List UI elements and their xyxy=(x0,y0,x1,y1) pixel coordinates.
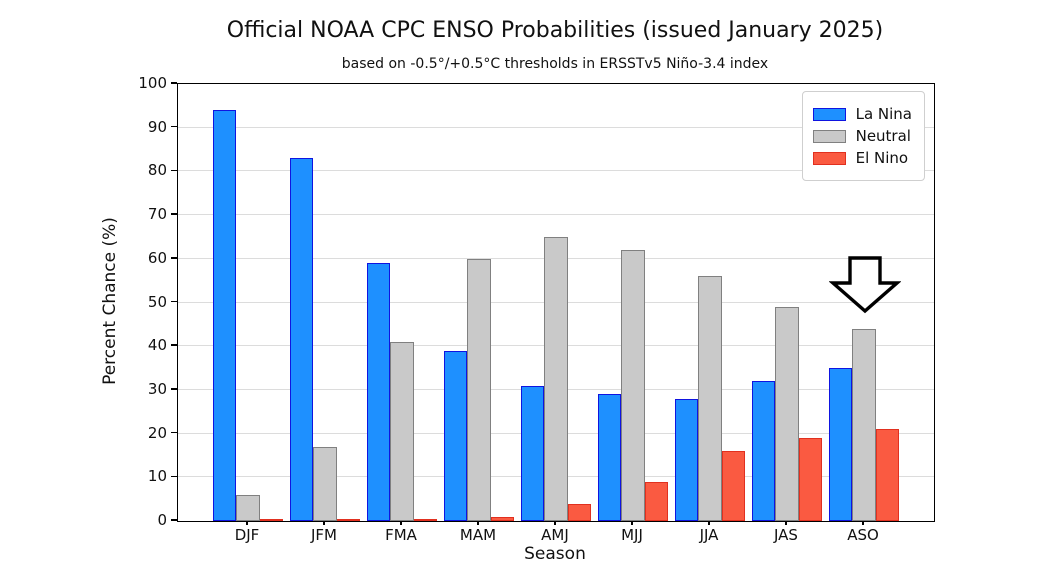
x-tick-label: JFM xyxy=(311,526,337,544)
x-tick-label: ASO xyxy=(847,526,879,544)
x-tick-mark xyxy=(477,520,479,525)
y-tick-mark xyxy=(171,388,177,390)
chart-title: Official NOAA CPC ENSO Probabilities (is… xyxy=(226,18,884,43)
bar-neutral-fma xyxy=(390,341,414,521)
legend-item: El Nino xyxy=(812,149,912,167)
x-tick-mark xyxy=(631,520,633,525)
y-tick-mark xyxy=(171,213,177,215)
gridline xyxy=(178,170,934,172)
bar-la-nina-aso xyxy=(828,368,853,521)
x-tick-label: JAS xyxy=(774,526,798,544)
gridline xyxy=(178,214,934,216)
bar-neutral-mjj xyxy=(621,250,645,521)
chart-subtitle: based on -0.5°/+0.5°C thresholds in ERSS… xyxy=(341,56,769,72)
legend-label: Neutral xyxy=(855,127,911,145)
x-tick-label: FMA xyxy=(385,526,417,544)
bar-el-nino-jfm xyxy=(336,519,361,521)
legend-item: Neutral xyxy=(812,127,912,145)
y-axis-label: Percent Chance (%) xyxy=(100,217,120,385)
x-tick-label: MJJ xyxy=(621,526,643,544)
y-tick-mark xyxy=(171,300,177,303)
bar-el-nino-fma xyxy=(413,519,438,521)
y-tick-mark xyxy=(171,125,177,128)
bar-la-nina-jas xyxy=(751,381,776,521)
bar-el-nino-jas xyxy=(798,437,823,521)
x-tick-mark xyxy=(785,520,787,525)
y-tick-mark xyxy=(171,169,177,172)
down-arrow-annotation-icon xyxy=(829,256,901,314)
y-tick-mark xyxy=(171,344,177,346)
legend-swatch-la-nina xyxy=(812,107,846,121)
x-tick-label: AMJ xyxy=(541,526,569,544)
x-tick-mark xyxy=(246,520,248,525)
bar-la-nina-jfm xyxy=(289,158,314,521)
bar-neutral-jfm xyxy=(313,446,337,521)
gridline xyxy=(178,126,934,128)
bar-neutral-aso xyxy=(852,328,876,521)
x-tick-mark xyxy=(708,520,710,525)
y-tick-label: 10 xyxy=(147,467,167,486)
bar-el-nino-djf xyxy=(259,519,284,521)
y-tick-mark xyxy=(171,475,177,478)
plot-area: La Nina Neutral El Nino xyxy=(177,83,935,522)
legend-item: La Nina xyxy=(812,105,912,123)
y-tick-label: 40 xyxy=(147,336,167,355)
y-tick-label: 60 xyxy=(147,248,167,267)
x-axis-label: Season xyxy=(524,544,586,564)
bar-el-nino-jja xyxy=(721,451,746,521)
legend-swatch-neutral xyxy=(812,129,846,143)
legend-label: El Nino xyxy=(855,149,909,167)
y-tick-mark xyxy=(171,431,177,434)
bar-neutral-jja xyxy=(698,276,722,521)
y-tick-mark xyxy=(171,519,177,521)
bar-la-nina-jja xyxy=(674,398,699,521)
bar-la-nina-mam xyxy=(443,350,468,521)
bar-el-nino-mjj xyxy=(644,481,669,521)
bar-neutral-djf xyxy=(236,494,260,521)
bar-la-nina-mjj xyxy=(597,394,622,521)
y-tick-label: 30 xyxy=(147,379,167,398)
y-tick-label: 90 xyxy=(147,117,167,136)
bar-neutral-amj xyxy=(544,236,568,521)
x-tick-mark xyxy=(554,520,556,525)
x-tick-label: JJA xyxy=(699,526,719,544)
legend-swatch-el-nino xyxy=(812,151,846,165)
legend-label: La Nina xyxy=(855,105,912,123)
legend: La Nina Neutral El Nino xyxy=(801,91,925,181)
y-tick-mark xyxy=(171,257,177,259)
bar-neutral-mam xyxy=(467,258,491,521)
y-tick-label: 70 xyxy=(147,205,167,224)
y-tick-label: 100 xyxy=(138,74,167,92)
x-tick-mark xyxy=(400,520,402,525)
x-tick-label: MAM xyxy=(459,526,497,544)
bar-neutral-jas xyxy=(775,306,799,521)
x-tick-label: DJF xyxy=(234,526,260,544)
bar-el-nino-amj xyxy=(567,503,592,521)
y-tick-label: 80 xyxy=(147,161,167,180)
bar-el-nino-mam xyxy=(490,516,515,521)
x-tick-mark xyxy=(323,520,325,525)
x-tick-mark xyxy=(862,520,864,525)
bar-la-nina-fma xyxy=(366,263,391,521)
y-tick-mark xyxy=(171,82,177,84)
y-tick-label: 0 xyxy=(157,511,167,529)
bar-el-nino-aso xyxy=(875,429,900,521)
bar-la-nina-djf xyxy=(212,110,237,521)
bar-la-nina-amj xyxy=(520,385,545,521)
y-tick-label: 20 xyxy=(147,423,167,442)
y-tick-label: 50 xyxy=(147,292,167,311)
